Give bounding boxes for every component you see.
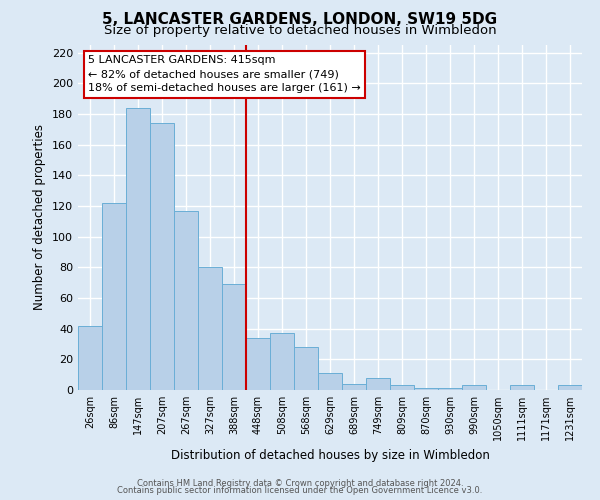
Bar: [126, 108, 150, 390]
Text: 5, LANCASTER GARDENS, LONDON, SW19 5DG: 5, LANCASTER GARDENS, LONDON, SW19 5DG: [103, 12, 497, 28]
Bar: [366, 378, 390, 390]
Text: 5 LANCASTER GARDENS: 415sqm
← 82% of detached houses are smaller (749)
18% of se: 5 LANCASTER GARDENS: 415sqm ← 82% of det…: [88, 56, 361, 94]
Bar: [510, 386, 534, 390]
Bar: [270, 334, 294, 390]
Bar: [558, 386, 582, 390]
Text: Contains HM Land Registry data © Crown copyright and database right 2024.: Contains HM Land Registry data © Crown c…: [137, 478, 463, 488]
Y-axis label: Number of detached properties: Number of detached properties: [34, 124, 46, 310]
Bar: [342, 384, 366, 390]
Bar: [246, 338, 270, 390]
Bar: [390, 386, 414, 390]
Text: Size of property relative to detached houses in Wimbledon: Size of property relative to detached ho…: [104, 24, 496, 37]
Text: Contains public sector information licensed under the Open Government Licence v3: Contains public sector information licen…: [118, 486, 482, 495]
X-axis label: Distribution of detached houses by size in Wimbledon: Distribution of detached houses by size …: [170, 448, 490, 462]
Bar: [318, 373, 342, 390]
Bar: [462, 386, 486, 390]
Bar: [294, 347, 318, 390]
Bar: [78, 326, 102, 390]
Bar: [150, 123, 174, 390]
Bar: [222, 284, 246, 390]
Bar: [102, 203, 126, 390]
Bar: [174, 210, 198, 390]
Bar: [198, 268, 222, 390]
Bar: [414, 388, 438, 390]
Bar: [438, 388, 462, 390]
